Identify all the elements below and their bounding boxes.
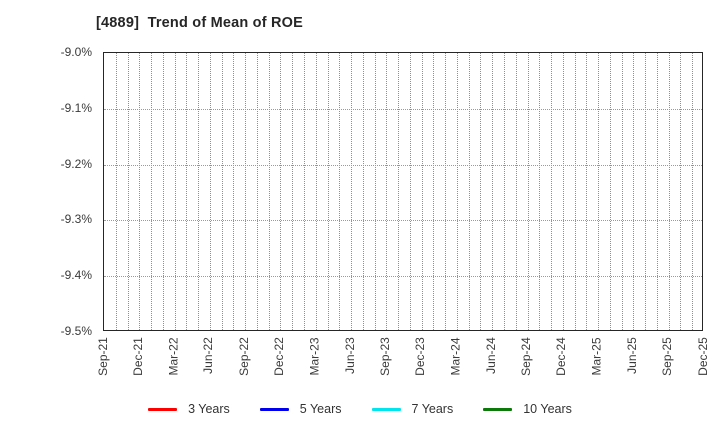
x-tick-label: Jun-25 bbox=[624, 337, 639, 374]
legend-line-swatch bbox=[148, 408, 178, 411]
x-tick-label: Mar-24 bbox=[448, 336, 463, 376]
vertical-gridline bbox=[362, 53, 364, 330]
horizontal-gridline bbox=[104, 108, 702, 110]
vertical-gridline bbox=[562, 53, 564, 330]
y-tick-label: -9.1% bbox=[60, 100, 92, 115]
legend-line-swatch bbox=[483, 408, 513, 411]
vertical-gridline bbox=[398, 53, 400, 330]
vertical-gridline bbox=[127, 53, 129, 330]
vertical-gridline bbox=[280, 53, 282, 330]
vertical-gridline bbox=[515, 53, 517, 330]
vertical-gridline bbox=[268, 53, 270, 330]
vertical-gridline bbox=[174, 53, 176, 330]
legend-line-swatch bbox=[371, 408, 401, 411]
vertical-gridline bbox=[139, 53, 141, 330]
vertical-gridline bbox=[386, 53, 388, 330]
legend: 3 Years 5 Years 7 Years 10 Years bbox=[0, 402, 720, 417]
vertical-gridline bbox=[551, 53, 553, 330]
legend-item: 5 Years bbox=[259, 402, 342, 417]
y-tick-label: -9.5% bbox=[60, 324, 92, 338]
vertical-gridline bbox=[233, 53, 235, 330]
vertical-gridline bbox=[245, 53, 247, 330]
x-tick-label: Dec-21 bbox=[130, 337, 145, 376]
y-tick-label: -9.4% bbox=[60, 268, 92, 283]
horizontal-gridline bbox=[104, 220, 702, 222]
vertical-gridline bbox=[621, 53, 623, 330]
vertical-gridline bbox=[539, 53, 541, 330]
y-tick-label: -9.0% bbox=[60, 45, 92, 59]
vertical-gridline bbox=[421, 53, 423, 330]
vertical-gridline bbox=[209, 53, 211, 330]
vertical-gridline bbox=[292, 53, 294, 330]
vertical-gridline bbox=[433, 53, 435, 330]
x-tick-label: Jun-23 bbox=[342, 337, 357, 374]
x-tick-label: Mar-25 bbox=[589, 336, 604, 376]
vertical-gridline bbox=[656, 53, 658, 330]
vertical-gridline bbox=[221, 53, 223, 330]
legend-label: 7 Years bbox=[411, 402, 454, 416]
legend-line-swatch bbox=[259, 408, 289, 411]
vertical-gridline bbox=[492, 53, 494, 330]
vertical-gridline bbox=[680, 53, 682, 330]
legend-label: 10 Years bbox=[523, 402, 572, 416]
vertical-gridline bbox=[480, 53, 482, 330]
y-tick-label: -9.2% bbox=[60, 156, 92, 171]
horizontal-gridline bbox=[104, 276, 702, 278]
x-tick-label: Dec-23 bbox=[412, 337, 427, 376]
x-tick-label: Sep-24 bbox=[518, 337, 533, 376]
vertical-gridline bbox=[374, 53, 376, 330]
vertical-gridline bbox=[633, 53, 635, 330]
vertical-gridline bbox=[504, 53, 505, 330]
vertical-gridline bbox=[445, 53, 447, 330]
x-tick-label: Sep-21 bbox=[95, 337, 110, 376]
vertical-gridline bbox=[598, 53, 600, 330]
vertical-gridline bbox=[609, 53, 611, 330]
legend-item: 10 Years bbox=[483, 402, 572, 417]
x-tick-label: Dec-24 bbox=[554, 337, 569, 376]
vertical-gridline bbox=[315, 53, 317, 330]
vertical-gridline bbox=[304, 53, 305, 330]
x-tick-label: Jun-24 bbox=[483, 337, 498, 374]
vertical-gridline bbox=[456, 53, 458, 330]
vertical-gridline bbox=[151, 53, 153, 330]
vertical-gridline bbox=[527, 53, 529, 330]
vertical-gridline bbox=[115, 53, 117, 330]
legend-label: 5 Years bbox=[299, 402, 342, 416]
vertical-gridline bbox=[256, 53, 258, 330]
vertical-gridline bbox=[409, 53, 411, 330]
x-tick-label: Sep-23 bbox=[377, 337, 392, 376]
vertical-gridline bbox=[327, 53, 329, 330]
x-tick-label: Mar-23 bbox=[307, 336, 322, 376]
x-tick-label: Jun-22 bbox=[201, 337, 216, 374]
vertical-gridline bbox=[586, 53, 588, 330]
x-tick-label: Dec-22 bbox=[271, 337, 286, 376]
chart-title: [4889] Trend of Mean of ROE bbox=[96, 15, 304, 31]
vertical-gridline bbox=[186, 53, 188, 330]
vertical-gridline bbox=[351, 53, 353, 330]
x-tick-label: Sep-22 bbox=[236, 337, 251, 376]
vertical-gridline bbox=[339, 53, 341, 330]
vertical-gridline bbox=[645, 53, 647, 330]
legend-item: 3 Years bbox=[148, 402, 230, 417]
vertical-gridline bbox=[162, 53, 164, 330]
y-tick-label: -9.3% bbox=[60, 212, 92, 227]
x-tick-label: Mar-22 bbox=[166, 336, 181, 376]
vertical-gridline bbox=[668, 53, 670, 330]
legend-item: 7 Years bbox=[371, 402, 454, 417]
vertical-gridline bbox=[198, 53, 200, 330]
vertical-gridline bbox=[468, 53, 470, 330]
x-tick-label: Dec-25 bbox=[695, 337, 710, 376]
legend-label: 3 Years bbox=[188, 402, 230, 416]
horizontal-gridline bbox=[104, 164, 702, 166]
x-tick-label: Sep-25 bbox=[660, 337, 675, 376]
vertical-gridline bbox=[692, 53, 694, 330]
plot-area bbox=[103, 52, 703, 331]
vertical-gridline bbox=[574, 53, 576, 330]
